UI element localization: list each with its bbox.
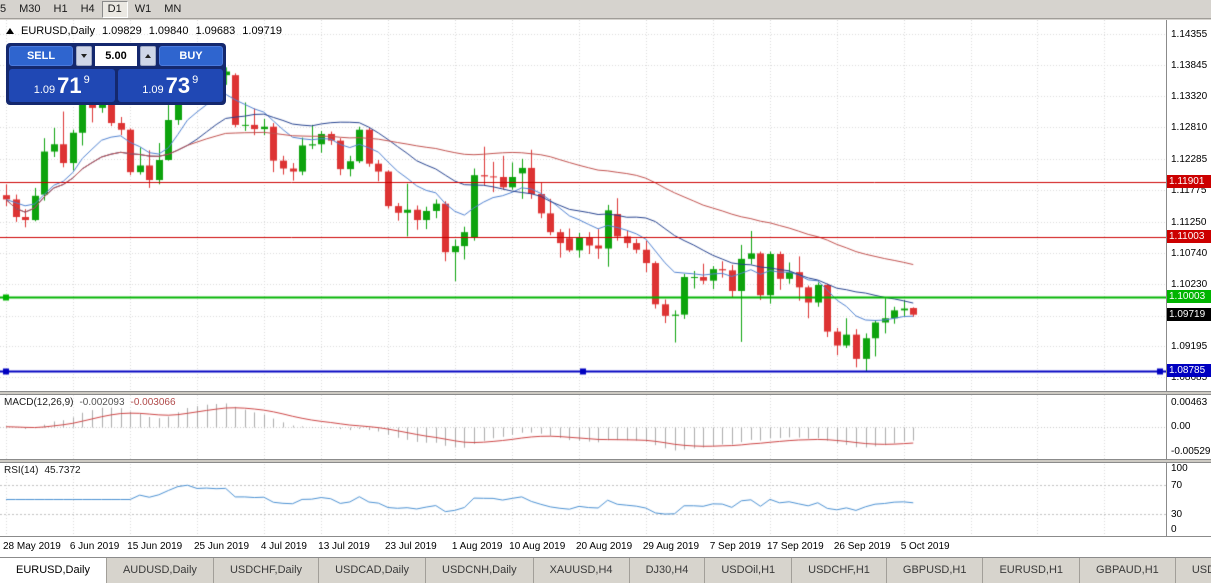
timeframe-button-5[interactable]: 5 bbox=[0, 2, 7, 15]
timeframe-toolbar: 5 M30 H1 H4 D1 W1 MN bbox=[0, 0, 1211, 19]
timeframe-button-h1[interactable]: H1 bbox=[53, 2, 68, 15]
volume-decrease-button[interactable] bbox=[76, 46, 92, 66]
date-axis-label: 28 May 2019 bbox=[3, 541, 61, 552]
ohlc-low: 1.09683 bbox=[195, 25, 236, 37]
date-axis-label: 26 Sep 2019 bbox=[833, 541, 891, 552]
date-axis-label: 6 Jun 2019 bbox=[69, 541, 120, 552]
chart-tab-gbpaud-h1[interactable]: GBPAUD,H1 bbox=[1080, 558, 1176, 583]
bid-price-pips: 71 bbox=[57, 72, 82, 98]
date-axis-label: 5 Oct 2019 bbox=[900, 541, 950, 552]
price-axis-tick: 1.13845 bbox=[1171, 59, 1208, 71]
chart-tab-usdoil-h1[interactable]: USDOil,H1 bbox=[705, 558, 793, 583]
date-axis-label: 20 Aug 2019 bbox=[576, 541, 633, 552]
volume-up-icon bbox=[145, 54, 151, 58]
volume-input[interactable]: 5.00 bbox=[95, 46, 137, 66]
date-axis-label: 4 Jul 2019 bbox=[260, 541, 307, 552]
chart-tab-gbpusd-h1[interactable]: GBPUSD,H1 bbox=[886, 558, 984, 583]
chart-tab-usdcad-daily[interactable]: USDCAD,Daily bbox=[319, 558, 427, 583]
bid-price-point: 9 bbox=[83, 73, 90, 86]
ohlc-high: 1.09840 bbox=[148, 25, 189, 37]
chart-tab-bar: EURUSD,Daily AUDUSD,Daily USDCHF,Daily USDC… bbox=[0, 557, 1211, 583]
timeframe-button-h4[interactable]: H4 bbox=[80, 2, 95, 15]
rsi-label: RSI(14) 45.7372 bbox=[4, 465, 81, 476]
volume-down-icon bbox=[81, 54, 87, 58]
price-axis[interactable]: 1.14355 1.13845 1.13320 1.12810 1.12285 1.117… bbox=[1166, 20, 1211, 536]
date-axis-label: 17 Sep 2019 bbox=[767, 541, 824, 552]
price-axis-tick: 1.11250 bbox=[1171, 216, 1207, 228]
date-axis-label: 1 Aug 2019 bbox=[451, 541, 503, 552]
macd-value-signal: -0.003066 bbox=[130, 397, 176, 408]
chart-tab-xauusd-h4[interactable]: XAUUSD,H4 bbox=[533, 558, 630, 583]
ohlc-open: 1.09829 bbox=[101, 25, 142, 37]
ask-price-pips: 73 bbox=[165, 72, 191, 98]
date-axis-label: 29 Aug 2019 bbox=[642, 541, 700, 552]
chart-tab-eurusd-h1[interactable]: EURUSD,H1 bbox=[983, 558, 1081, 583]
macd-axis-label: 0.00463 bbox=[1171, 397, 1208, 408]
price-axis-tick: 1.10230 bbox=[1171, 278, 1208, 290]
date-axis-label: 25 Jun 2019 bbox=[194, 541, 250, 552]
price-axis-tick: 1.12810 bbox=[1171, 122, 1208, 134]
chart-tab-usdchf-daily[interactable]: USDCHF,Daily bbox=[213, 558, 320, 583]
price-axis-tick: 1.11775 bbox=[1171, 185, 1207, 197]
rsi-value: 45.7372 bbox=[44, 465, 81, 476]
chart-tab-usdcnh-daily[interactable]: USDCNH,Daily bbox=[426, 558, 534, 583]
price-axis-tick: 1.14355 bbox=[1171, 28, 1208, 40]
macd-axis-label: -0.00529 bbox=[1171, 446, 1211, 457]
date-axis-label: 10 Aug 2019 bbox=[509, 541, 566, 552]
bid-price-display[interactable]: 1.09 71 9 bbox=[9, 69, 115, 102]
ask-price-prefix: 1.09 bbox=[142, 83, 164, 96]
timeframe-button-w1[interactable]: W1 bbox=[134, 2, 152, 15]
date-axis-label: 23 Jul 2019 bbox=[385, 541, 437, 552]
rsi-axis-label: 30 bbox=[1171, 509, 1183, 521]
rsi-axis-label: 100 bbox=[1171, 463, 1188, 474]
one-click-collapse-icon[interactable] bbox=[6, 28, 14, 34]
date-axis-label: 13 Jul 2019 bbox=[318, 541, 370, 552]
price-level-tag: 1.08785 bbox=[1167, 364, 1211, 378]
timeframe-button-mn[interactable]: MN bbox=[164, 2, 182, 15]
bid-price-prefix: 1.09 bbox=[33, 83, 56, 96]
rsi-axis-label: 70 bbox=[1171, 479, 1183, 491]
macd-value-main: -0.002093 bbox=[79, 397, 125, 408]
macd-axis-label: 0.00 bbox=[1171, 420, 1191, 432]
date-axis[interactable]: 28 May 2019 6 Jun 2019 15 Jun 2019 25 Jun 2… bbox=[0, 536, 1211, 557]
ohlc-close: 1.09719 bbox=[242, 25, 283, 37]
chart-canvas[interactable] bbox=[0, 20, 1166, 536]
chart-symbol-period: EURUSD,Daily bbox=[21, 25, 95, 37]
macd-pane-splitter[interactable] bbox=[0, 391, 1211, 395]
date-axis-label: 15 Jun 2019 bbox=[127, 541, 183, 552]
price-axis-tick: 1.13320 bbox=[1171, 91, 1208, 103]
one-click-trading-panel: SELL 5.00 BUY 1.09 71 9 1.09 73 bbox=[6, 43, 226, 105]
macd-title: MACD(12,26,9) bbox=[4, 397, 74, 408]
rsi-pane-splitter[interactable] bbox=[0, 459, 1211, 463]
buy-button[interactable]: BUY bbox=[159, 46, 223, 66]
price-level-tag: 1.11003 bbox=[1167, 229, 1211, 243]
chart-tab-eurusd-daily[interactable]: EURUSD,Daily bbox=[0, 558, 107, 583]
timeframe-button-m30[interactable]: M30 bbox=[19, 2, 41, 15]
current-price-tag: 1.09719 bbox=[1167, 307, 1211, 321]
sell-button[interactable]: SELL bbox=[9, 46, 73, 66]
date-axis-label: 7 Sep 2019 bbox=[709, 541, 761, 552]
chart-tab-usdjpy-h1[interactable]: USDJPY,H1 bbox=[1175, 558, 1211, 583]
price-level-tag: 1.11901 bbox=[1167, 175, 1211, 189]
price-level-tag: 1.10003 bbox=[1167, 290, 1211, 304]
chart-area: 1.14355 1.13845 1.13320 1.12810 1.12285 1.117… bbox=[0, 20, 1211, 557]
ask-price-display[interactable]: 1.09 73 9 bbox=[117, 69, 223, 102]
chart-tab-usdchf-h1[interactable]: USDCHF,H1 bbox=[792, 558, 887, 583]
chart-tab-audusd-daily[interactable]: AUDUSD,Daily bbox=[106, 558, 214, 583]
ask-price-point: 9 bbox=[192, 73, 199, 86]
price-axis-tick: 1.10740 bbox=[1171, 247, 1208, 259]
rsi-axis-label: 0 bbox=[1171, 524, 1177, 535]
chart-tab-dj30-h4[interactable]: DJ30,H4 bbox=[629, 558, 706, 583]
macd-label: MACD(12,26,9) -0.002093 -0.003066 bbox=[4, 397, 176, 408]
volume-increase-button[interactable] bbox=[140, 46, 156, 66]
price-axis-tick: 1.12285 bbox=[1171, 154, 1208, 166]
price-axis-tick: 1.08685 bbox=[1171, 372, 1208, 384]
timeframe-button-d1[interactable]: D1 bbox=[101, 0, 128, 18]
rsi-title: RSI(14) bbox=[4, 465, 39, 476]
chart-ohlc-header: EURUSD,Daily 1.09829 1.09840 1.09683 1.0… bbox=[6, 25, 282, 37]
price-axis-tick: 1.09195 bbox=[1171, 341, 1208, 353]
